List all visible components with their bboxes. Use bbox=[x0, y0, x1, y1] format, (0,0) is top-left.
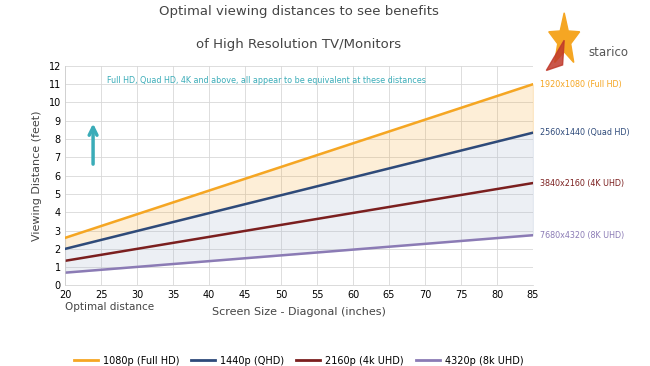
X-axis label: Screen Size - Diagonal (inches): Screen Size - Diagonal (inches) bbox=[212, 307, 386, 317]
Polygon shape bbox=[546, 40, 564, 70]
Polygon shape bbox=[549, 13, 580, 63]
Text: Optimal viewing distances to see benefits: Optimal viewing distances to see benefit… bbox=[159, 5, 439, 19]
Text: 7680x4320 (8K UHD): 7680x4320 (8K UHD) bbox=[540, 231, 624, 240]
Legend: 1080p (Full HD), 1440p (QHD), 2160p (4k UHD), 4320p (8k UHD): 1080p (Full HD), 1440p (QHD), 2160p (4k … bbox=[70, 352, 527, 366]
Text: 1920x1080 (Full HD): 1920x1080 (Full HD) bbox=[540, 80, 621, 89]
Text: Optimal distance: Optimal distance bbox=[65, 302, 154, 312]
Text: Full HD, Quad HD, 4K and above, all appear to be equivalent at these distances: Full HD, Quad HD, 4K and above, all appe… bbox=[107, 76, 426, 85]
Text: starico: starico bbox=[588, 46, 629, 59]
Y-axis label: Viewing Distance (feet): Viewing Distance (feet) bbox=[31, 111, 42, 241]
Text: 3840x2160 (4K UHD): 3840x2160 (4K UHD) bbox=[540, 179, 624, 187]
Text: of High Resolution TV/Monitors: of High Resolution TV/Monitors bbox=[196, 38, 402, 52]
Text: 2560x1440 (Quad HD): 2560x1440 (Quad HD) bbox=[540, 128, 630, 137]
